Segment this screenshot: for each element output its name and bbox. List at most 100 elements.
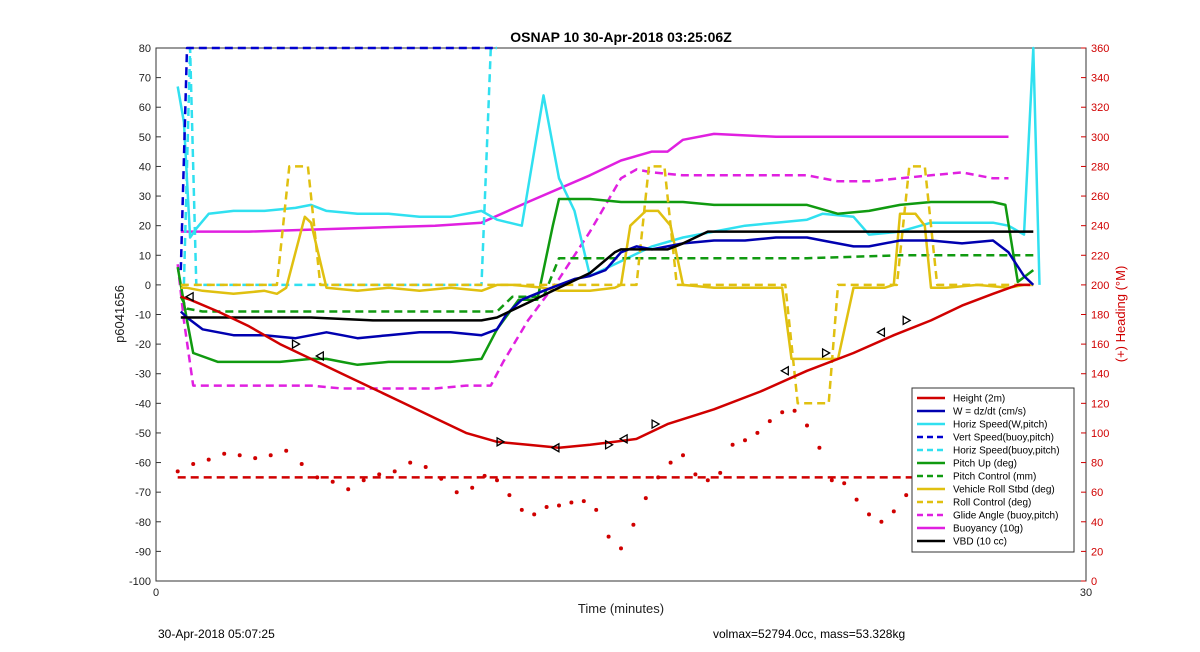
legend-entry: Buoyancy (10g)	[953, 524, 1023, 535]
y-tick-label: -40	[135, 398, 151, 410]
y2-tick-label: 260	[1091, 191, 1109, 203]
heading-point	[361, 478, 366, 483]
heading-point	[191, 462, 196, 466]
heading-point	[377, 472, 382, 477]
heading-point	[792, 408, 797, 413]
legend-entry: VBD (10 cc)	[953, 537, 1007, 548]
time-marker	[604, 439, 614, 450]
heading-point	[780, 410, 785, 415]
footer-timestamp: 30-Apr-2018 05:07:25	[158, 627, 275, 641]
heading-point	[656, 475, 661, 480]
x-tick-label: 30	[1080, 587, 1092, 599]
heading-point	[284, 448, 289, 453]
y-tick-label: 50	[139, 132, 151, 144]
heading-point	[423, 465, 428, 469]
heading-point	[175, 469, 180, 474]
horiz-speed-buoy-line	[182, 46, 497, 287]
heading-point	[392, 469, 397, 474]
x-axis-label: Time (minutes)	[578, 601, 664, 616]
time-marker	[184, 291, 194, 302]
heading-point	[482, 473, 487, 478]
heading-point	[743, 438, 747, 443]
y2-tick-label: 100	[1091, 428, 1109, 440]
heading-point	[315, 475, 320, 480]
legend-entry: Roll Control (deg)	[953, 498, 1031, 509]
heading-point	[879, 519, 884, 524]
pitch-control-line	[179, 254, 1034, 313]
heading-point	[904, 493, 909, 498]
y2-tick-label: 60	[1091, 487, 1103, 499]
heading-point	[454, 490, 459, 495]
y2-tick-label: 20	[1091, 546, 1103, 558]
legend-entry: Horiz Speed(W,pitch)	[953, 420, 1047, 431]
heading-point	[495, 478, 499, 483]
heading-point	[693, 472, 698, 477]
heading-point	[330, 479, 335, 484]
legend-box	[911, 387, 1075, 553]
heading-point	[842, 481, 847, 486]
heading-point	[532, 512, 537, 517]
time-marker	[821, 347, 831, 359]
y2-tick-label: 200	[1091, 280, 1109, 292]
heading-point	[606, 534, 611, 539]
heading-point	[867, 512, 871, 517]
y2-tick-label: 80	[1091, 458, 1103, 470]
x-tick-label: 0	[153, 587, 159, 599]
time-marker	[618, 433, 628, 444]
heading-point	[681, 453, 685, 458]
heading-point	[829, 478, 834, 483]
y2-tick-label: 280	[1091, 161, 1109, 173]
y-tick-label: 60	[139, 102, 151, 114]
y2-tick-label: 340	[1091, 73, 1109, 85]
heading-point	[237, 453, 242, 458]
y-axis-label: p6041656	[112, 285, 127, 343]
legend: Height (2m) W = dz/dt (cm/s) Horiz Speed(W…	[911, 387, 1075, 553]
legend-entry: Vehicle Roll Stbd (deg)	[953, 485, 1055, 496]
heading-point	[854, 497, 859, 502]
y2-tick-label: 0	[1091, 576, 1097, 588]
y-tick-label: 40	[139, 161, 151, 173]
heading-point	[470, 485, 475, 490]
y-tick-label: 80	[139, 43, 151, 55]
w-dzdt-line	[179, 236, 1035, 340]
heading-point	[755, 430, 760, 435]
heading-point	[544, 505, 549, 509]
heading-point	[206, 457, 211, 462]
y2-tick-label: 140	[1091, 369, 1109, 381]
y2-tick-label: 240	[1091, 221, 1109, 233]
time-marker	[291, 338, 301, 350]
vehicle-roll-line	[180, 209, 1034, 361]
legend-entry: Vert Speed(buoy,pitch)	[953, 433, 1054, 444]
heading-point	[891, 509, 896, 514]
time-marker	[314, 350, 324, 362]
legend-entry: Pitch Up (deg)	[953, 459, 1017, 470]
heading-point	[519, 507, 524, 512]
heading-point	[268, 453, 273, 458]
heading-point	[718, 470, 723, 475]
heading-point	[569, 500, 574, 505]
y2-tick-label: 320	[1091, 102, 1109, 114]
y-tick-label: -20	[135, 339, 151, 351]
pitch-up-line	[176, 197, 1035, 367]
time-marker	[496, 436, 506, 447]
y-tick-label: 0	[145, 280, 151, 292]
heading-point	[581, 499, 586, 504]
y-tick-label: -70	[135, 487, 151, 499]
heading-point	[643, 496, 648, 501]
heading-point	[557, 503, 561, 508]
horiz-speed-w-pitch-line	[176, 46, 1041, 285]
heading-point	[439, 476, 444, 481]
heading-point	[705, 478, 710, 483]
legend-entry: W = dz/dt (cm/s)	[953, 407, 1026, 418]
y-tick-label: -90	[135, 546, 151, 558]
footer-volmax-mass: volmax=52794.0cc, mass=53.328kg	[713, 627, 905, 641]
heading-point	[346, 487, 351, 492]
heading-point	[594, 507, 599, 512]
chart-title: OSNAP 10 30-Apr-2018 03:25:06Z	[510, 29, 732, 45]
y2-axis-label: (+) Heading (°M)	[1113, 266, 1128, 363]
glide-angle-line	[176, 168, 1009, 390]
y-tick-label: -60	[135, 458, 151, 470]
heading-point	[253, 456, 258, 461]
legend-entry: Pitch Control (mm)	[953, 472, 1036, 483]
